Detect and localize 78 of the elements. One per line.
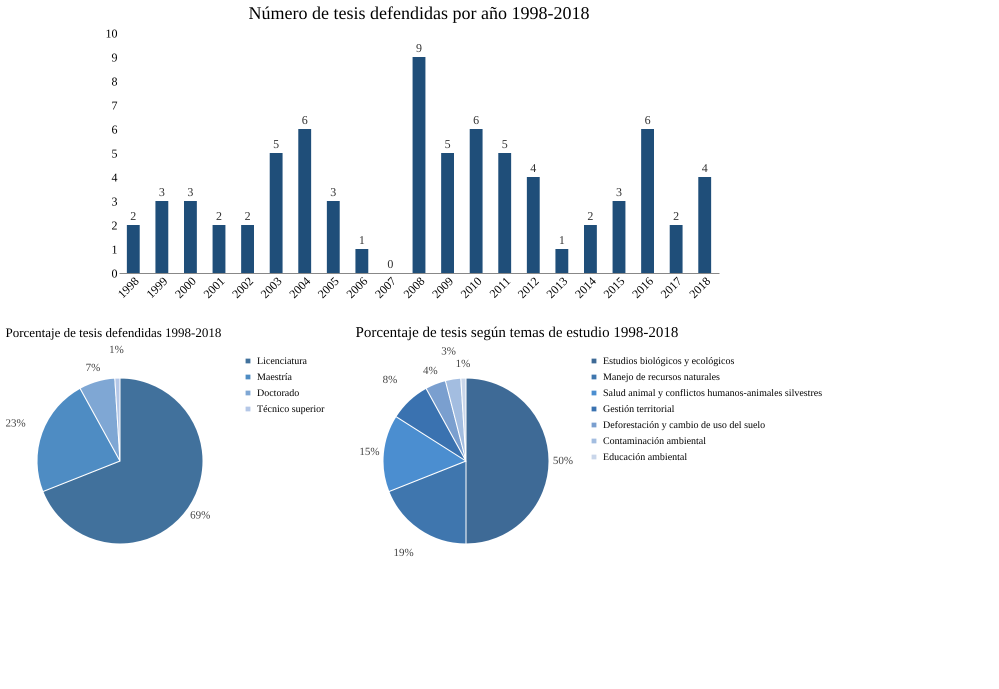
chart-title: Porcentaje de tesis según temas de estudio 1998-2018 bbox=[355, 325, 678, 342]
legend-label: Educación ambiental bbox=[603, 452, 688, 463]
bar bbox=[241, 225, 254, 273]
legend-label: Estudios biológicos y ecológicos bbox=[603, 356, 734, 367]
data-label: 4 bbox=[702, 161, 708, 175]
legend-label: Gestión territorial bbox=[603, 404, 675, 415]
y-tick-label: 7 bbox=[112, 98, 118, 112]
data-label: 3 bbox=[158, 185, 165, 199]
y-tick-label: 10 bbox=[106, 26, 118, 40]
data-label: 1% bbox=[109, 344, 124, 356]
legend-label: Maestría bbox=[257, 372, 293, 383]
data-label: 19% bbox=[394, 546, 414, 559]
data-label: 15% bbox=[359, 446, 380, 458]
bar bbox=[326, 201, 340, 273]
data-label: 50% bbox=[552, 455, 574, 467]
data-label: 2 bbox=[244, 209, 251, 223]
bar bbox=[470, 129, 483, 273]
legend-label: Deforestación y cambio de uso del suelo bbox=[603, 420, 766, 431]
bar bbox=[698, 177, 712, 273]
bar bbox=[498, 153, 512, 273]
y-tick-label: 8 bbox=[112, 74, 118, 88]
data-label: 9 bbox=[416, 41, 422, 55]
data-label: 5 bbox=[502, 137, 508, 151]
data-label: 4% bbox=[422, 364, 438, 377]
data-label: 3 bbox=[616, 185, 622, 199]
data-label: 3 bbox=[330, 185, 336, 199]
data-label: 23% bbox=[5, 417, 26, 430]
data-label: 5 bbox=[273, 137, 280, 151]
y-tick-label: 5 bbox=[112, 146, 118, 160]
y-tick-label: 4 bbox=[112, 170, 118, 184]
bar bbox=[184, 201, 197, 273]
y-tick-label: 0 bbox=[112, 266, 118, 280]
y-tick-label: 1 bbox=[112, 242, 118, 256]
data-label: 1% bbox=[456, 358, 470, 370]
data-label: 1 bbox=[358, 233, 365, 247]
legend-label: Licenciatura bbox=[257, 356, 308, 367]
data-label: 1 bbox=[558, 233, 565, 247]
data-label: 5 bbox=[444, 137, 451, 151]
data-label: 6 bbox=[644, 113, 651, 127]
bar bbox=[298, 129, 312, 273]
data-label: 3 bbox=[187, 185, 194, 199]
chart-title: Porcentaje de tesis defendidas 1998-2018 bbox=[5, 325, 222, 340]
data-label: 69% bbox=[190, 510, 210, 522]
data-label: 6 bbox=[473, 113, 480, 127]
data-label: 8% bbox=[382, 374, 398, 386]
data-label: 2 bbox=[216, 209, 222, 223]
data-label: 0 bbox=[387, 257, 394, 271]
bar bbox=[441, 153, 454, 273]
data-label: 3% bbox=[441, 345, 456, 358]
chart-title: Número de tesis defendidas por año 1998-2018 bbox=[248, 3, 590, 23]
legend-label: Manejo de recursos naturales bbox=[603, 372, 720, 383]
data-label: 7% bbox=[86, 362, 100, 374]
bar bbox=[641, 129, 654, 273]
y-tick-label: 9 bbox=[112, 50, 118, 64]
bar bbox=[270, 153, 283, 273]
bar bbox=[412, 57, 426, 273]
legend-label: Doctorado bbox=[257, 388, 300, 399]
legend-label: Contaminación ambiental bbox=[603, 436, 706, 447]
data-label: 4 bbox=[530, 161, 536, 175]
y-tick-label: 6 bbox=[112, 122, 118, 136]
bar bbox=[584, 225, 597, 273]
bar bbox=[155, 201, 168, 273]
bar bbox=[212, 225, 226, 273]
bar bbox=[526, 177, 540, 273]
y-tick-label: 3 bbox=[112, 194, 118, 208]
y-tick-label: 2 bbox=[112, 218, 118, 232]
bar bbox=[355, 249, 368, 273]
bar bbox=[126, 225, 140, 273]
data-label: 2 bbox=[130, 209, 136, 223]
data-label: 2 bbox=[587, 209, 594, 223]
bar bbox=[670, 225, 683, 273]
legend-label: Técnico superior bbox=[257, 404, 326, 415]
legend-label: Salud animal y conflictos humanos-animales silvestres bbox=[603, 388, 822, 399]
x-tick-label: 2011 bbox=[486, 274, 514, 301]
bar bbox=[612, 201, 626, 273]
data-label: 2 bbox=[673, 209, 680, 223]
data-label: 6 bbox=[302, 113, 308, 127]
bar bbox=[555, 249, 568, 273]
